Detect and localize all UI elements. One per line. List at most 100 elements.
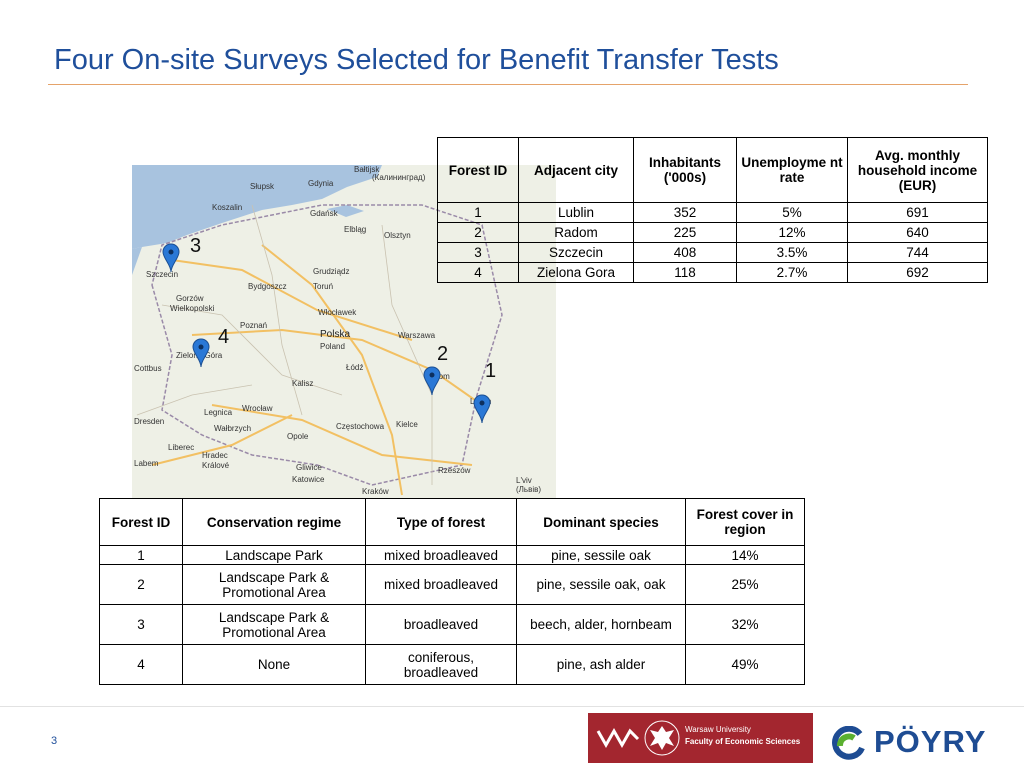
table-cell: 4: [99, 644, 183, 685]
map-place-label: Kielce: [396, 420, 418, 429]
map-place-label: Labem: [134, 459, 159, 468]
city-table: Forest ID Adjacent city Inhabitants ('00…: [437, 137, 988, 283]
table-cell: mixed broadleaved: [365, 564, 517, 605]
table-cell: 408: [633, 242, 737, 263]
map-place-label: Poland: [320, 342, 345, 351]
map-marker-3[interactable]: [162, 243, 180, 273]
table-header: Inhabitants ('000s): [633, 137, 737, 203]
table-header-row: Forest ID Conservation regime Type of fo…: [99, 498, 805, 546]
table-row: 1 Lublin 352 5% 691: [437, 202, 988, 223]
table-cell: Landscape Park & Promotional Area: [182, 604, 366, 645]
map-place-label: (Львів): [516, 485, 542, 494]
map-place-label: Gliwice: [296, 463, 322, 472]
table-cell: Landscape Park: [182, 545, 366, 565]
university-eagle-seal-icon: [644, 720, 680, 756]
table-header: Forest cover in region: [685, 498, 805, 546]
table-cell: 225: [633, 222, 737, 243]
table-cell: 692: [847, 262, 988, 283]
table-row: 4 None coniferous, broadleaved pine, ash…: [99, 644, 805, 685]
map-marker-2[interactable]: [423, 366, 441, 396]
table-row: 3 Szczecin 408 3.5% 744: [437, 242, 988, 263]
footer-divider: [0, 706, 1024, 707]
warsaw-university-logo: Warsaw University Faculty of Economic Sc…: [588, 713, 813, 763]
map-place-label: Wałbrzych: [214, 424, 252, 433]
uw-faculty: Faculty of Economic Sciences: [685, 737, 801, 746]
map-marker-label: 2: [437, 343, 449, 365]
map-place-label: Polska: [320, 329, 351, 340]
map-place-label: Poznań: [240, 321, 268, 330]
table-cell: 1: [437, 202, 519, 223]
table-row: 2 Radom 225 12% 640: [437, 222, 988, 243]
map-place-label: Koszalin: [212, 203, 243, 212]
table-cell: pine, ash alder: [516, 644, 686, 685]
map-marker-4[interactable]: [192, 338, 210, 368]
table-cell: 3: [99, 604, 183, 645]
table-row: 3 Landscape Park & Promotional Area broa…: [99, 604, 805, 645]
table-cell: 25%: [685, 564, 805, 605]
table-cell: 2.7%: [736, 262, 848, 283]
map-place-label: Kalisz: [292, 379, 314, 388]
table-header: Conservation regime: [182, 498, 366, 546]
table-header: Forest ID: [437, 137, 519, 203]
map-marker-label: 1: [485, 360, 497, 382]
table-cell: 640: [847, 222, 988, 243]
slide-title: Four On-site Surveys Selected for Benefi…: [54, 44, 779, 76]
uw-name: Warsaw University: [685, 725, 751, 734]
map-place-label: Grudziądz: [313, 267, 350, 276]
table-cell: 691: [847, 202, 988, 223]
table-cell: coniferous, broadleaved: [365, 644, 517, 685]
map-place-label: Elbląg: [344, 225, 367, 234]
map-place-label: Wrocław: [242, 404, 273, 413]
map-place-label: Kraków: [362, 487, 389, 496]
table-cell: 3.5%: [736, 242, 848, 263]
map-place-label: Liberec: [168, 443, 195, 452]
map-place-label: Bałtijsk: [354, 165, 380, 174]
table-header-row: Forest ID Adjacent city Inhabitants ('00…: [437, 137, 988, 203]
map-place-label: Gorzów: [176, 294, 204, 303]
table-header: Type of forest: [365, 498, 517, 546]
table-cell: 4: [437, 262, 519, 283]
map-place-label: Rzeszów: [438, 466, 471, 475]
table-header: Adjacent city: [518, 137, 634, 203]
table-cell: 5%: [736, 202, 848, 223]
table-cell: 32%: [685, 604, 805, 645]
map-marker-label: 3: [190, 235, 202, 257]
map-place-label: Gdańsk: [310, 209, 338, 218]
map-place-label: Warszawa: [398, 331, 436, 340]
table-row: 1 Landscape Park mixed broadleaved pine,…: [99, 545, 805, 565]
table-header: Forest ID: [99, 498, 183, 546]
map-place-label: L'viv: [516, 476, 532, 485]
table-cell: 118: [633, 262, 737, 283]
map-place-label: Dresden: [134, 417, 165, 426]
forest-table: Forest ID Conservation regime Type of fo…: [99, 498, 805, 685]
table-row: 2 Landscape Park & Promotional Area mixe…: [99, 564, 805, 605]
table-cell: Szczecin: [518, 242, 634, 263]
table-cell: pine, sessile oak: [516, 545, 686, 565]
map-place-label: Słupsk: [250, 182, 275, 191]
table-header: Unemployme nt rate: [736, 137, 848, 203]
map-place-label: Cottbus: [134, 364, 162, 373]
map-place-label: (Калининград): [372, 173, 426, 182]
map-place-label: Katowice: [292, 475, 325, 484]
table-row: 4 Zielona Gora 118 2.7% 692: [437, 262, 988, 283]
map-place-label: Opole: [287, 432, 309, 441]
table-cell: None: [182, 644, 366, 685]
table-cell: 49%: [685, 644, 805, 685]
table-header: Dominant species: [516, 498, 686, 546]
map-place-label: Łódź: [346, 363, 364, 372]
map-marker-1[interactable]: [473, 394, 491, 424]
poyry-wordmark: PÖYRY: [874, 724, 987, 759]
table-cell: 2: [99, 564, 183, 605]
map-place-label: Legnica: [204, 408, 233, 417]
table-cell: pine, sessile oak, oak: [516, 564, 686, 605]
map-place-label: Gdynia: [308, 179, 334, 188]
table-cell: 744: [847, 242, 988, 263]
table-cell: 2: [437, 222, 519, 243]
table-cell: Zielona Gora: [518, 262, 634, 283]
table-cell: Lublin: [518, 202, 634, 223]
map-background: [132, 165, 503, 496]
map-place-label: Olsztyn: [384, 231, 411, 240]
map-place-label: Częstochowa: [336, 422, 385, 431]
map-place-label: Włocławek: [318, 308, 357, 317]
table-cell: 3: [437, 242, 519, 263]
